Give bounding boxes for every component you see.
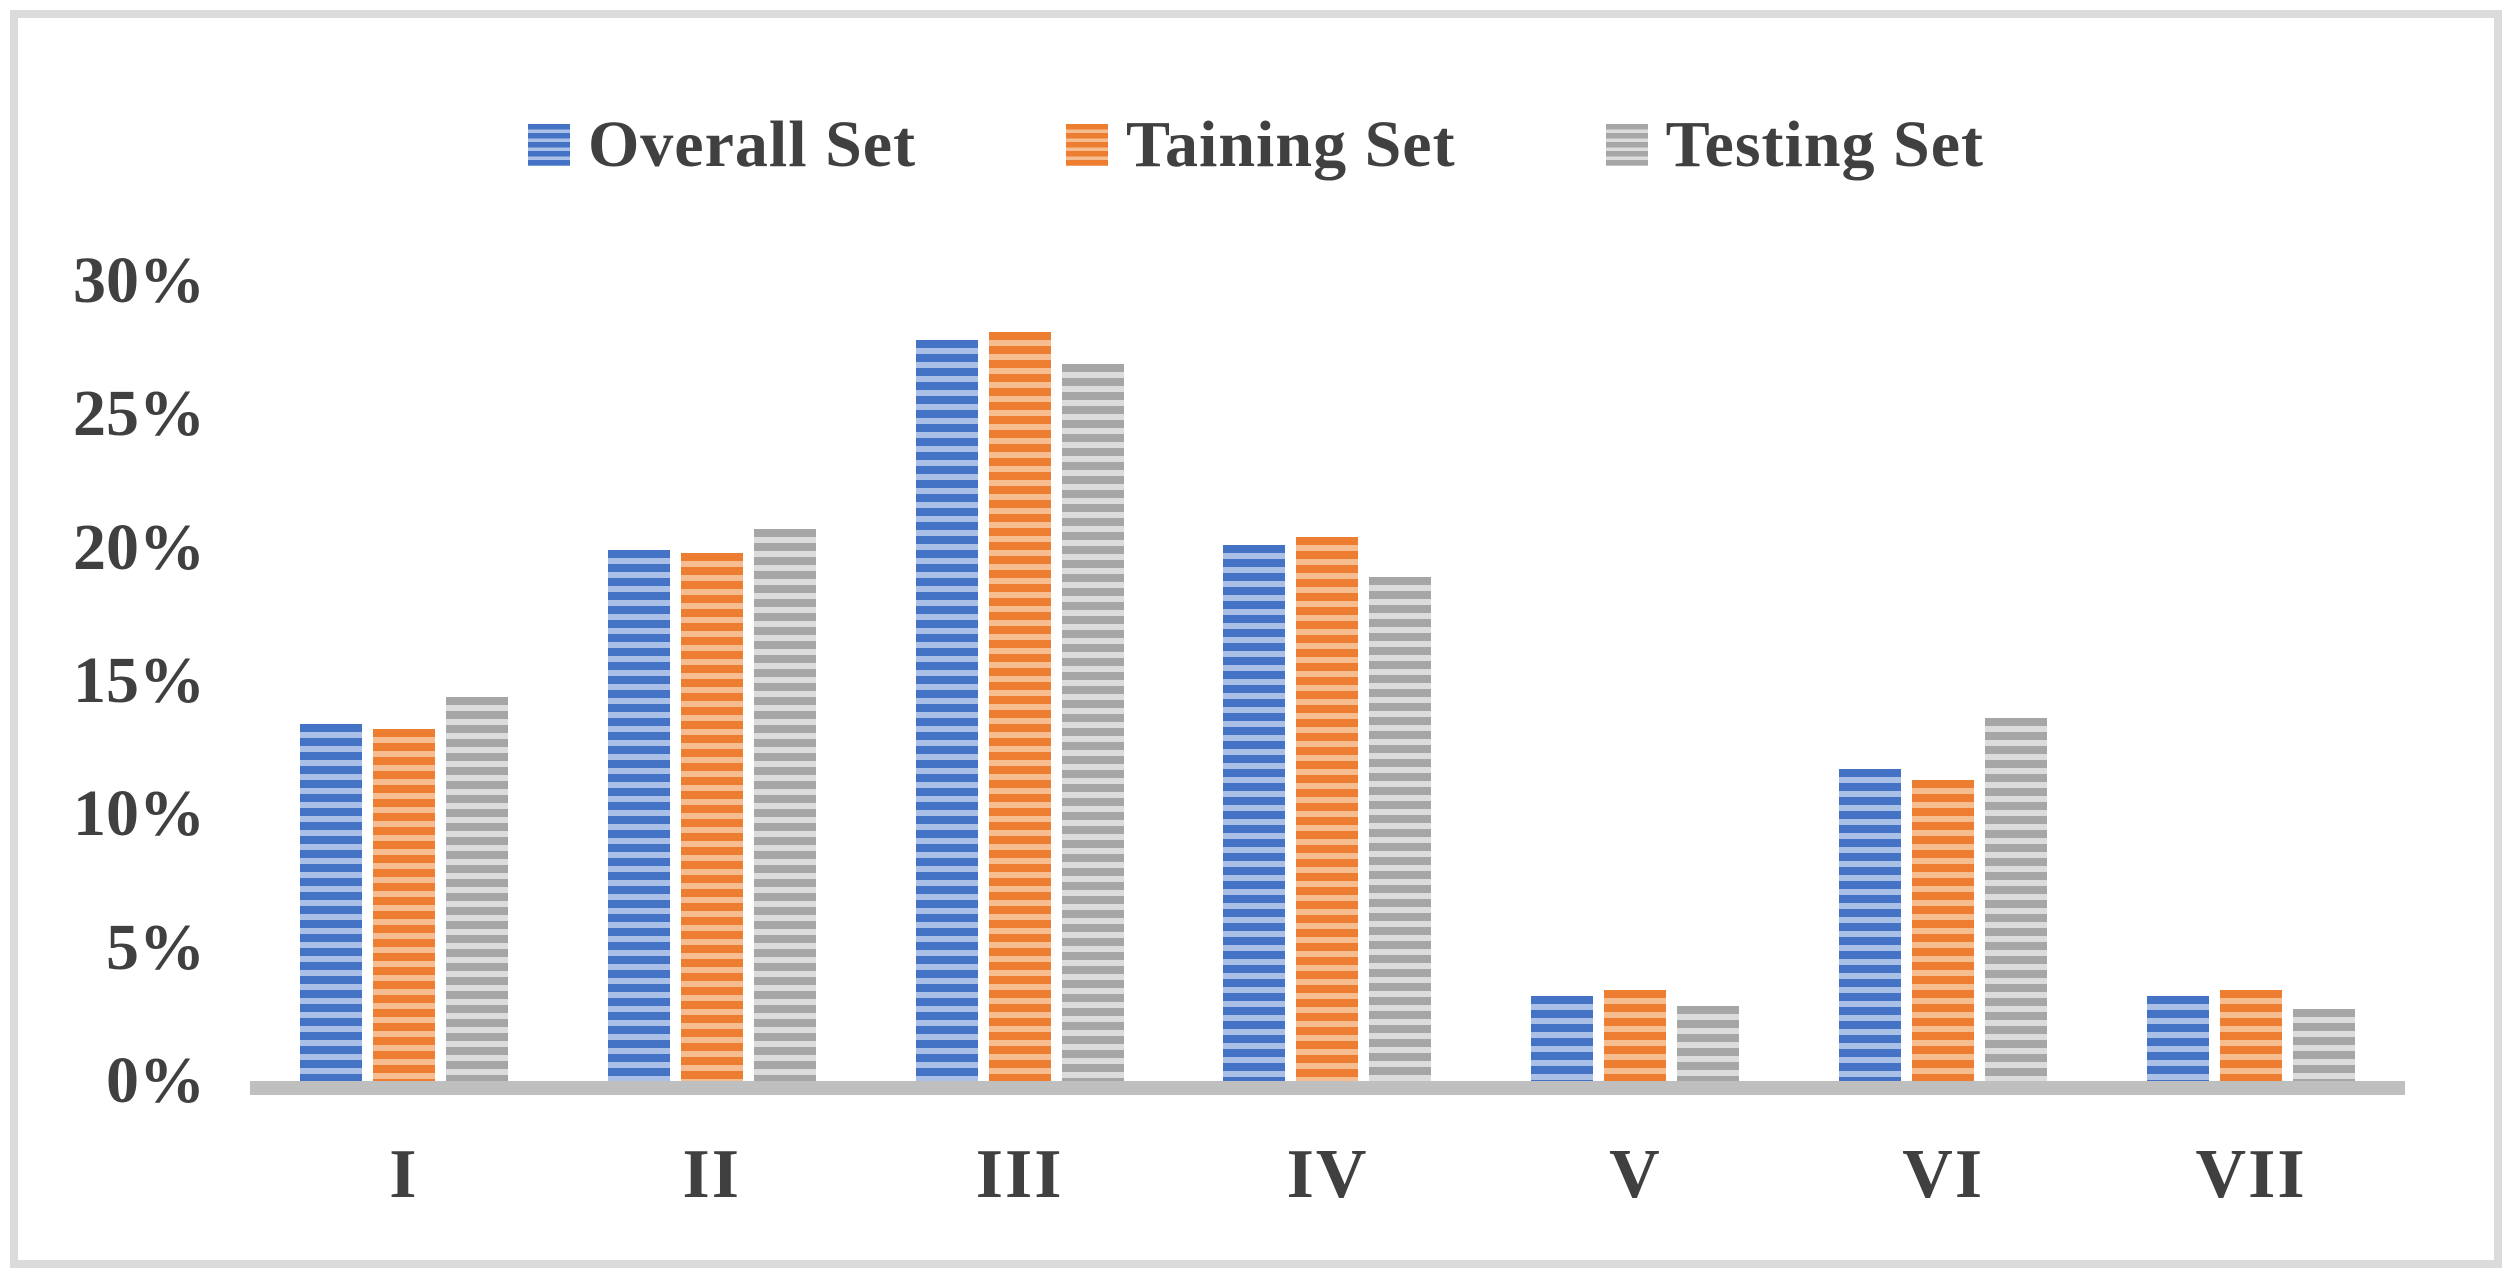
bar-testing-set-II bbox=[753, 529, 816, 1081]
y-axis-tick-label: 30% bbox=[73, 244, 205, 317]
legend-item-2: Testing Set bbox=[1605, 107, 1985, 183]
bar-testing-set-I bbox=[445, 697, 508, 1081]
bar-taining-set-III bbox=[988, 332, 1051, 1081]
x-axis-label-V: V bbox=[1609, 1136, 1662, 1213]
bar-taining-set-IV bbox=[1296, 537, 1359, 1081]
legend-swatch-icon bbox=[1066, 124, 1109, 166]
legend-item-0: Overall Set bbox=[527, 107, 917, 183]
legend-swatch-icon bbox=[527, 124, 570, 166]
x-axis-label-VII: VII bbox=[2195, 1136, 2307, 1213]
x-axis-line bbox=[250, 1081, 2405, 1095]
bar-overall-set-III bbox=[915, 340, 978, 1081]
x-axis-label-IV: IV bbox=[1286, 1136, 1369, 1213]
bar-taining-set-I bbox=[372, 729, 435, 1081]
legend-item-1: Taining Set bbox=[1066, 107, 1456, 183]
bar-overall-set-I bbox=[299, 724, 362, 1081]
bar-overall-set-IV bbox=[1223, 545, 1286, 1081]
bar-testing-set-VII bbox=[2293, 1009, 2356, 1081]
y-axis-tick-label: 0% bbox=[106, 1044, 205, 1117]
bar-group-VI bbox=[1789, 281, 2097, 1081]
bar-overall-set-V bbox=[1531, 996, 1594, 1081]
bar-group-VII bbox=[2097, 281, 2405, 1081]
bar-testing-set-III bbox=[1061, 364, 1124, 1081]
bar-testing-set-IV bbox=[1369, 577, 1432, 1081]
bar-group-II bbox=[558, 281, 866, 1081]
y-axis-tick-label: 10% bbox=[73, 777, 205, 851]
bar-group-I bbox=[250, 281, 558, 1081]
x-axis-label-III: III bbox=[975, 1136, 1064, 1213]
legend-label: Overall Set bbox=[587, 108, 917, 181]
legend-label: Testing Set bbox=[1665, 108, 1985, 181]
legend: Overall Set Taining Set Testing Set bbox=[0, 103, 2512, 187]
bar-taining-set-II bbox=[680, 553, 743, 1081]
x-axis-label-I: I bbox=[389, 1136, 419, 1213]
legend-label: Taining Set bbox=[1126, 108, 1456, 181]
bar-group-V bbox=[1481, 281, 1789, 1081]
bar-group-IV bbox=[1174, 281, 1482, 1081]
bar-overall-set-VII bbox=[2147, 996, 2210, 1081]
bar-overall-set-II bbox=[607, 550, 670, 1081]
y-axis-tick-label: 15% bbox=[73, 644, 205, 717]
bar-taining-set-VI bbox=[1912, 780, 1975, 1081]
x-axis-label-II: II bbox=[682, 1136, 741, 1213]
bar-group-III bbox=[866, 281, 1174, 1081]
bar-testing-set-V bbox=[1677, 1006, 1740, 1081]
bar-testing-set-VI bbox=[1985, 718, 2048, 1081]
x-axis-label-VI: VI bbox=[1902, 1136, 1985, 1213]
legend-swatch-icon bbox=[1605, 124, 1648, 166]
y-axis-tick-label: 25% bbox=[73, 377, 205, 451]
y-axis-tick-label: 5% bbox=[106, 910, 205, 984]
bar-overall-set-VI bbox=[1839, 769, 1902, 1081]
y-axis-tick-label: 20% bbox=[73, 510, 205, 584]
bar-taining-set-VII bbox=[2220, 990, 2283, 1081]
bar-taining-set-V bbox=[1604, 990, 1667, 1081]
